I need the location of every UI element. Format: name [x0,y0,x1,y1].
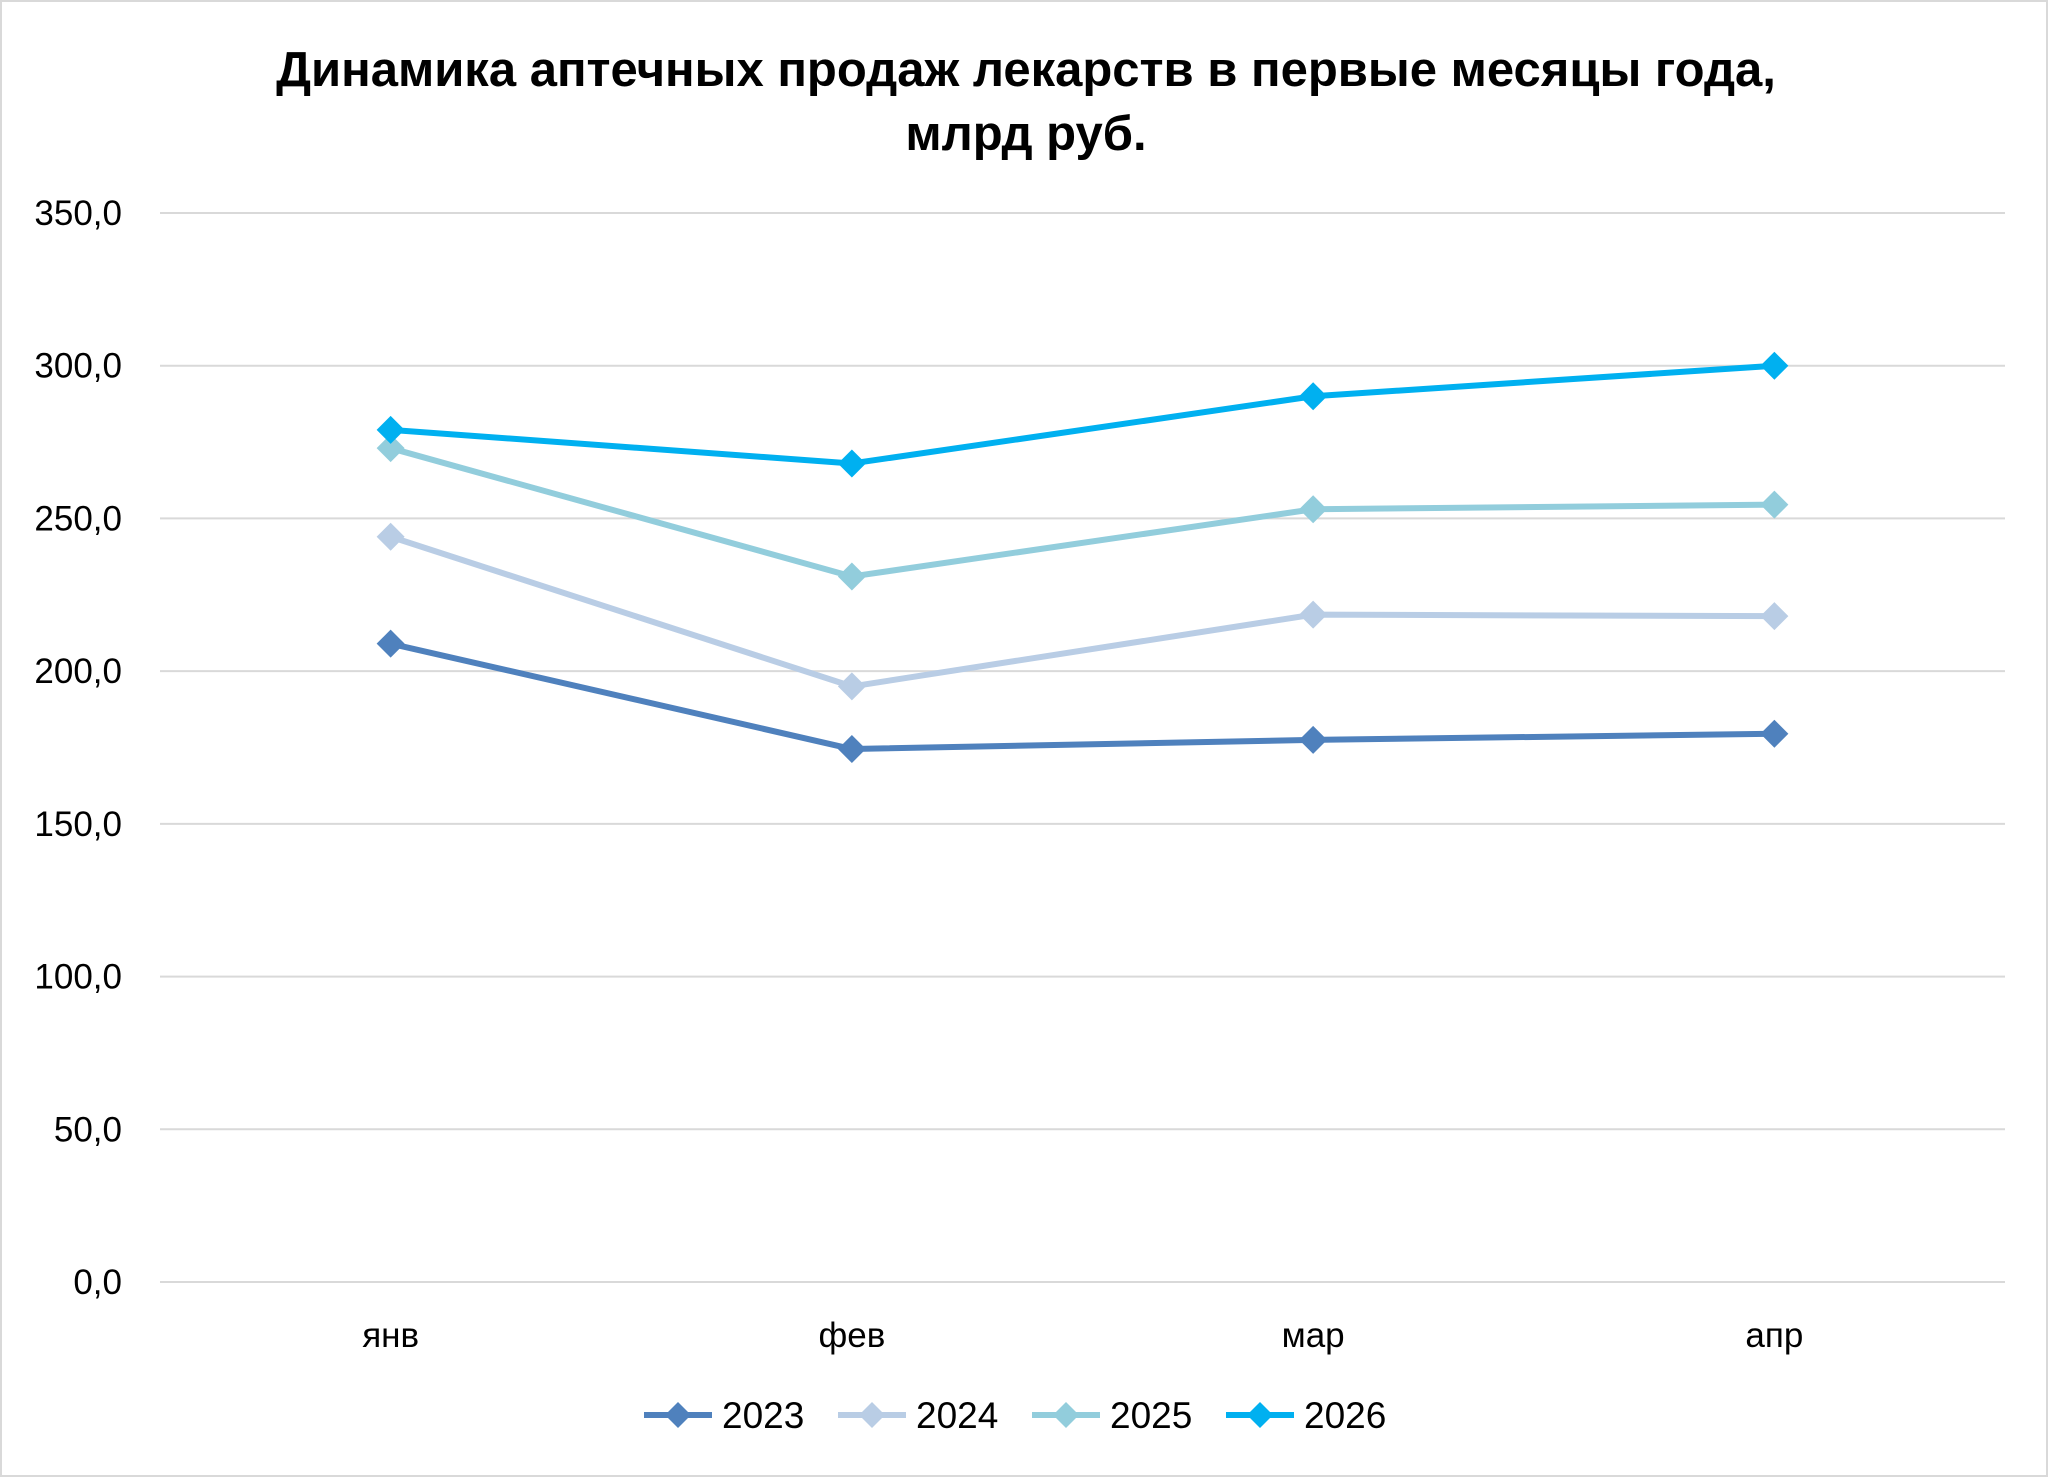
data-point [1299,495,1328,524]
legend-label: 2024 [916,1395,998,1436]
legend-item-2025: 2025 [1032,1395,1192,1436]
x-tick-label: мар [1282,1316,1345,1355]
series-2024 [376,522,1789,701]
series-2023 [376,629,1789,764]
legend-item-2024: 2024 [838,1395,998,1436]
series-line [387,445,1778,580]
series-line [387,640,1778,753]
data-point [1760,351,1789,380]
legend: 2023 2024 2025 2026 [644,1395,1386,1436]
legend-label: 2026 [1304,1395,1386,1436]
data-point [837,562,866,591]
data-point [376,629,405,658]
x-tick-label: апр [1745,1316,1803,1355]
legend-marker [1247,1402,1273,1428]
legend-item-2026: 2026 [1226,1395,1386,1436]
legend-marker [1053,1402,1079,1428]
data-point [376,522,405,551]
legend-label: 2025 [1110,1395,1192,1436]
data-point [1299,600,1328,629]
data-point [837,735,866,764]
data-point [1299,725,1328,754]
x-axis-labels: янв фев мар апр [362,1316,1803,1355]
y-tick-label: 50,0 [54,1110,122,1149]
data-point [837,672,866,701]
y-tick-label: 150,0 [34,805,122,844]
series-layer [376,351,1789,764]
y-tick-label: 200,0 [34,652,122,691]
series-line [387,533,1778,690]
data-point [837,449,866,478]
data-point [1760,719,1789,748]
x-tick-label: янв [362,1316,419,1355]
legend-item-2023: 2023 [644,1395,804,1436]
series-line [387,362,1778,467]
data-point [1299,382,1328,411]
data-point [1760,602,1789,631]
y-tick-label: 250,0 [34,499,122,538]
chart-title-line-2: млрд руб. [905,107,1146,161]
y-tick-label: 300,0 [34,347,122,386]
legend-label: 2023 [722,1395,804,1436]
data-point [376,415,405,444]
x-tick-label: фев [818,1316,885,1355]
data-point [1760,490,1789,519]
grid-layer [160,212,2005,1283]
series-2025 [376,434,1789,591]
y-axis-labels: 0,0 50,0 100,0 150,0 200,0 250,0 300,0 350,0 [34,194,122,1302]
y-tick-label: 350,0 [34,194,122,233]
chart-title-line-1: Динамика аптечных продаж лекарств в перв… [276,43,1776,97]
legend-marker [859,1402,885,1428]
y-tick-label: 100,0 [34,958,122,997]
data-point [376,434,405,463]
legend-marker [665,1402,691,1428]
y-tick-label: 0,0 [73,1263,122,1302]
series-2026 [376,351,1789,478]
